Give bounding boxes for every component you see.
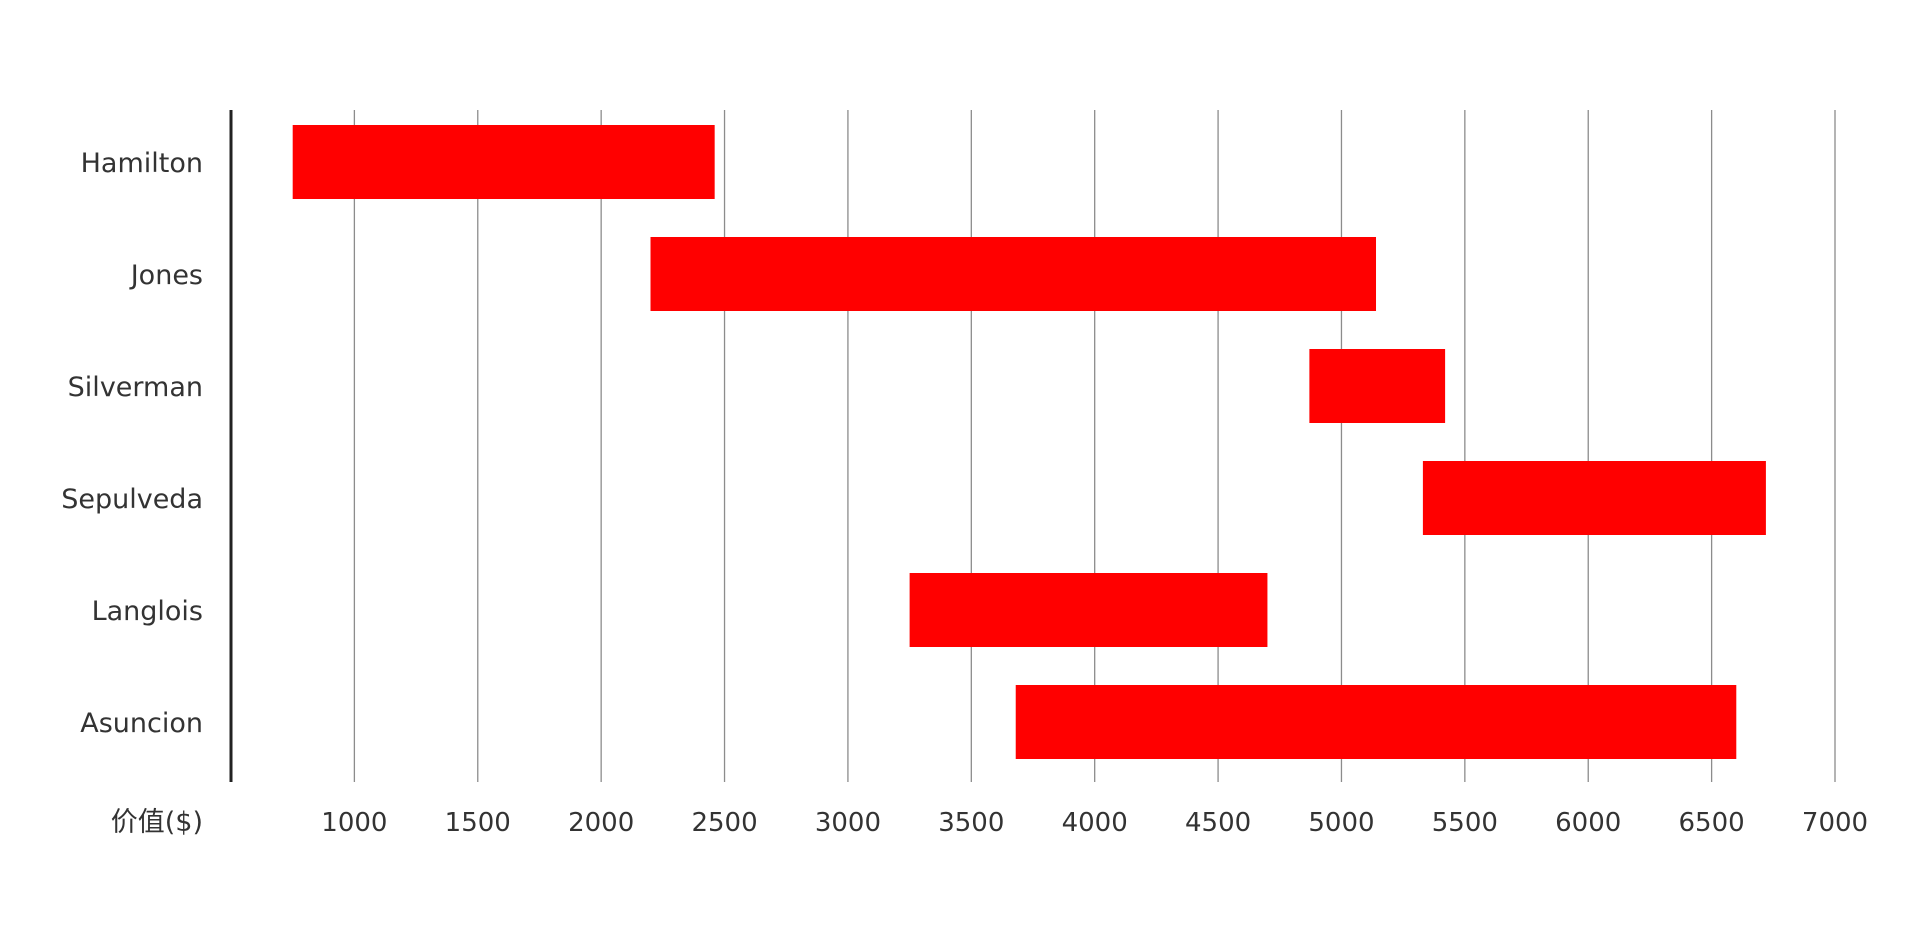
category-label: Langlois	[92, 596, 203, 627]
bar-hamilton	[292, 125, 715, 199]
bars	[292, 125, 1766, 759]
x-tick-label: 7000	[1802, 808, 1868, 838]
x-tick-label: 6500	[1679, 808, 1745, 838]
x-tick-label: 3500	[938, 808, 1004, 838]
category-label: Hamilton	[81, 148, 203, 179]
category-label: Silverman	[68, 372, 203, 403]
x-tick-label: 2500	[691, 808, 757, 838]
x-tick-label: 5000	[1308, 808, 1374, 838]
bar-sepulveda	[1422, 461, 1766, 535]
x-tick-label: 1500	[445, 808, 511, 838]
x-axis-title: 价值($)	[111, 807, 203, 838]
category-label: Sepulveda	[61, 484, 203, 515]
category-label: Asuncion	[80, 708, 203, 739]
x-tick-label: 1000	[321, 808, 387, 838]
x-tick-labels: 1000 1500 2000 2500 3000 3500 4000 4500 5000 5500…	[321, 808, 1868, 838]
bar-silverman	[1309, 349, 1446, 423]
gridlines	[353, 110, 1836, 782]
x-tick-label: 3000	[815, 808, 881, 838]
x-tick-label: 2000	[568, 808, 634, 838]
category-labels: Hamilton Jones Silverman Sepulveda Langlois A…	[61, 148, 203, 739]
x-tick-label: 4000	[1062, 808, 1128, 838]
category-label: Jones	[129, 260, 203, 291]
x-tick-label: 6000	[1555, 808, 1621, 838]
bar-jones	[650, 237, 1377, 311]
bar-asuncion	[1015, 685, 1737, 759]
x-tick-label: 5500	[1432, 808, 1498, 838]
x-tick-label: 4500	[1185, 808, 1251, 838]
bar-langlois	[909, 573, 1268, 647]
